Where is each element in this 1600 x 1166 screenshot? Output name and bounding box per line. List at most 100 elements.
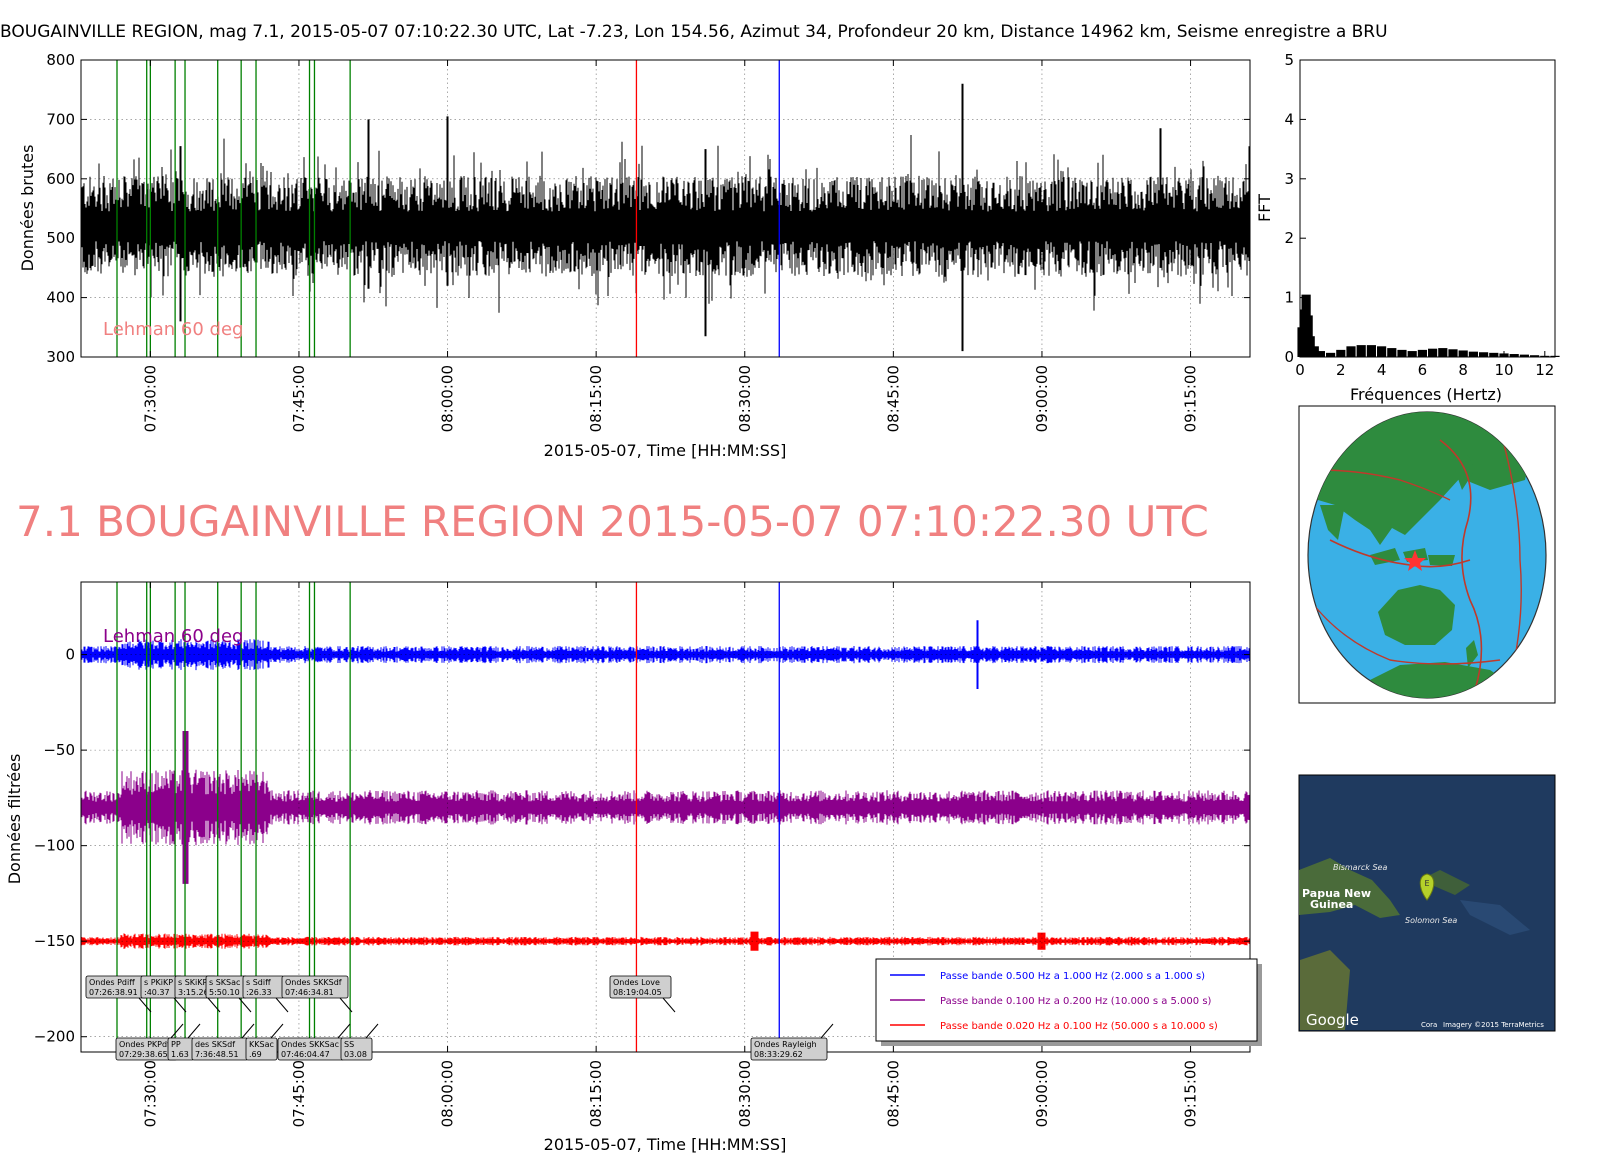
sat-label-png-1: Papua New <box>1302 887 1371 900</box>
arrival-arrow-7 <box>170 1023 184 1039</box>
satellite-land-australia <box>1300 950 1350 1030</box>
filt-xtick-label-0: 07:30:00 <box>141 1060 159 1127</box>
filtered-phase-lines <box>116 582 780 1052</box>
arrival-text-8-1: 1.63 <box>171 1050 189 1059</box>
fft-bar-7 <box>1326 352 1336 357</box>
arrival-text-3-1: 5:50.10 <box>209 988 240 997</box>
arrival-arrow-2 <box>207 997 221 1013</box>
fft-bar-11 <box>1366 345 1376 357</box>
fft-xtick-label-1: 2 <box>1336 361 1346 379</box>
filt-ytick-label-3: −50 <box>43 741 75 759</box>
filt-ytick-label-2: −100 <box>34 837 75 855</box>
fft-bar-6 <box>1315 351 1325 357</box>
arrival-text-0-0: Ondes Pdiff <box>89 978 135 987</box>
filtered-y-axis-label: Données filtrées <box>5 754 24 885</box>
legend-box <box>875 958 1258 1042</box>
fft-axes-frame <box>1299 59 1556 358</box>
raw-xtick-label-7: 09:15:00 <box>1182 365 1200 432</box>
arrival-text-2-1: 3:15.26 <box>178 988 209 997</box>
raw-xtick-label-6: 09:00:00 <box>1033 365 1051 432</box>
legend-label-blue: Passe bande 0.500 Hz a 1.000 Hz (2.000 s… <box>940 971 1205 982</box>
arrival-text-8-0: PP <box>171 1040 181 1049</box>
filt-xtick-label-7: 09:15:00 <box>1182 1060 1200 1127</box>
satellite-land-islands <box>1420 870 1470 895</box>
arrival-text-9-0: des SKSdf <box>195 1040 235 1049</box>
fft-bar-9 <box>1346 346 1356 357</box>
raw-lehman-annotation: Lehman 60 deg <box>103 319 243 340</box>
arrival-arrow-3 <box>238 997 252 1013</box>
fft-xtick-label-3: 6 <box>1418 361 1428 379</box>
raw-ytick-label-2: 500 <box>46 229 75 247</box>
filtered-axes-frame <box>80 581 1251 1053</box>
arrival-box-5 <box>281 975 349 999</box>
sat-credit: Imagery ©2015 TerraMetrics <box>1443 1021 1544 1029</box>
raw-xtick-label-0: 07:30:00 <box>141 365 159 432</box>
fft-xtick-label-4: 8 <box>1458 361 1468 379</box>
fft-bar-14 <box>1397 349 1407 357</box>
arrival-text-10-0: KKSac <box>249 1040 274 1049</box>
fft-xtick-label-6: 12 <box>1535 361 1554 379</box>
fft-bar-23 <box>1489 352 1499 357</box>
arrival-arrow-9 <box>241 1023 255 1039</box>
filtered-legend: Passe bande 0.500 Hz a 1.000 Hz (2.000 s… <box>875 958 1262 1046</box>
fft-bar-17 <box>1428 348 1438 357</box>
map-pin-letter: E <box>1424 879 1429 888</box>
satellite-map: Bismarck Sea Papua New Guinea Solomon Se… <box>1298 774 1556 1032</box>
figure-big-title: 7.1 BOUGAINVILLE REGION 2015-05-07 07:10… <box>16 497 1209 546</box>
fft-ytick-label-0: 0 <box>1284 348 1294 366</box>
arrival-arrow-0 <box>138 997 152 1013</box>
arrival-label-10: KKSac.69 <box>245 1023 284 1061</box>
arrival-label-1: s PKiKP:40.37 <box>140 975 187 1013</box>
arrival-box-6 <box>609 975 672 999</box>
raw-ytick-label-3: 600 <box>46 170 75 188</box>
filt-ytick-label-4: 0 <box>65 646 75 664</box>
raw-ytick-label-4: 700 <box>46 110 75 128</box>
fft-bar-27 <box>1530 355 1540 357</box>
arrival-arrow-6 <box>662 997 676 1013</box>
arrival-text-2-0: s SKiKP <box>178 978 208 987</box>
arrival-arrow-13 <box>820 1023 834 1039</box>
arrival-text-5-1: 07:46:34.81 <box>285 988 334 997</box>
satellite-trench <box>1460 900 1530 935</box>
raw-xtick-label-3: 08:15:00 <box>587 365 605 432</box>
raw-ytick-label-0: 300 <box>46 348 75 366</box>
filt-ytick-label-0: −200 <box>34 1028 75 1046</box>
fft-x-axis-label: Fréquences (Hertz) <box>1350 385 1502 404</box>
filtered-lehman-annotation: Lehman 60 deg <box>103 626 243 647</box>
arrival-text-5-0: Ondes SKKSdf <box>285 978 342 987</box>
fft-ytick-label-5: 5 <box>1284 51 1294 69</box>
arrival-text-11-0: Ondes SKKSac <box>281 1040 339 1049</box>
arrival-text-12-1: 03.08 <box>344 1050 367 1059</box>
arrival-text-7-1: 07:29:38.65 <box>119 1050 168 1059</box>
arrival-text-9-1: 7:36:48.51 <box>195 1050 239 1059</box>
arrival-text-13-0: Ondes Rayleigh <box>754 1040 817 1049</box>
arrival-box-13 <box>750 1037 828 1061</box>
satellite-land-png <box>1299 858 1400 918</box>
legend-label-purple: Passe bande 0.100 Hz a 0.200 Hz (10.000 … <box>940 996 1212 1007</box>
fft-ytick-label-4: 4 <box>1284 110 1294 128</box>
arrival-text-7-0: Ondes PKPdf <box>119 1040 170 1049</box>
raw-ytick-label-1: 400 <box>46 289 75 307</box>
raw-xtick-label-1: 07:45:00 <box>290 365 308 432</box>
fft-xtick-label-2: 4 <box>1377 361 1387 379</box>
sat-label-solomon: Solomon Sea <box>1405 916 1457 925</box>
fft-x-ticks: 0 2 4 6 8 10 12 <box>1295 351 1554 379</box>
raw-ytick-label-5: 800 <box>46 51 75 69</box>
map-pin-icon <box>1419 873 1435 901</box>
arrival-arrow-5 <box>339 997 353 1013</box>
arrival-text-11-1: 07:46:04.47 <box>281 1050 330 1059</box>
filtered-y-ticks: −200 −150 −100 −50 0 <box>34 646 1250 1046</box>
arrival-label-4: s Sdiff:26.33 <box>242 975 289 1013</box>
filt-xtick-label-6: 09:00:00 <box>1033 1060 1051 1127</box>
arrival-text-10-1: .69 <box>249 1050 262 1059</box>
fft-xtick-label-5: 10 <box>1494 361 1513 379</box>
filtered-data-plot: −200 −150 −100 −50 0 07:30:00 07:45:00 08:00:0… <box>5 581 1262 1154</box>
fft-bar-21 <box>1468 351 1478 357</box>
raw-x-axis-label: 2015-05-07, Time [HH:MM:SS] <box>544 441 787 460</box>
fft-bar-18 <box>1438 348 1448 357</box>
